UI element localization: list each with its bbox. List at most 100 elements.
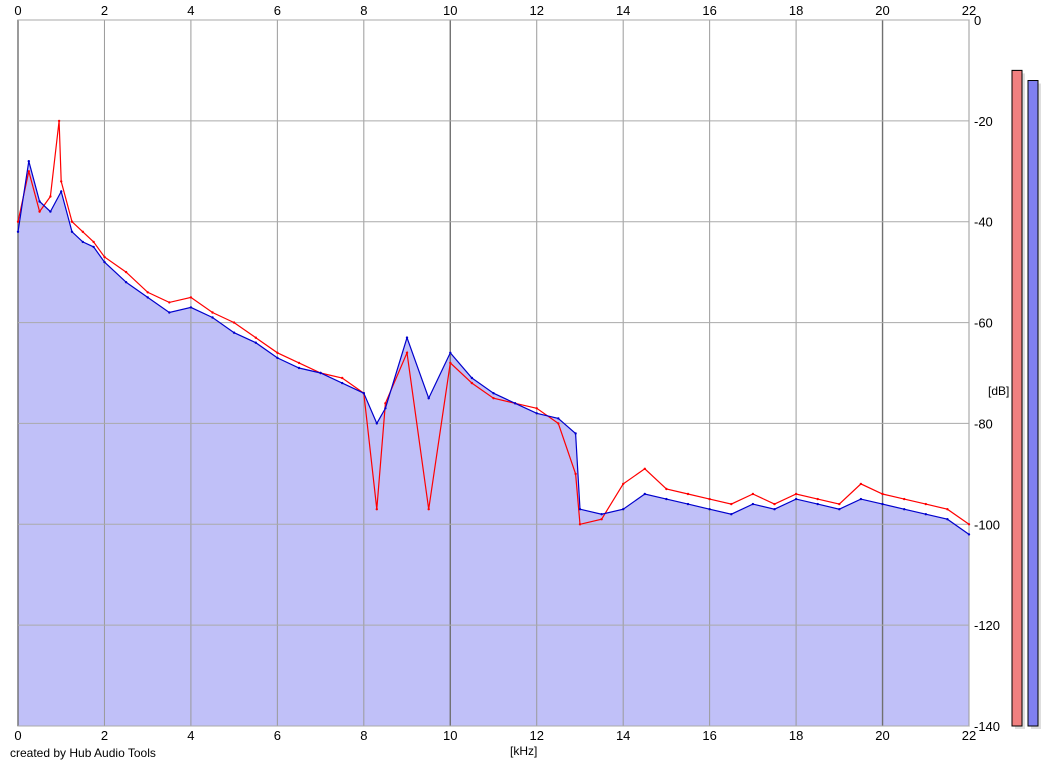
series-line-left bbox=[17, 120, 970, 526]
data-point-left bbox=[38, 210, 41, 213]
credit-text: created by Hub Audio Tools bbox=[10, 746, 156, 760]
data-point-left bbox=[881, 492, 884, 496]
data-point-right bbox=[578, 508, 582, 511]
data-point-left bbox=[168, 301, 171, 304]
spectrum-fill bbox=[18, 161, 969, 726]
data-point-left bbox=[27, 170, 30, 173]
data-point-right bbox=[81, 240, 85, 244]
data-point-right bbox=[49, 210, 52, 213]
grid-lines bbox=[17, 19, 970, 727]
meter-left-bar bbox=[1011, 69, 1023, 727]
data-point-right bbox=[946, 518, 949, 521]
data-point-left bbox=[903, 497, 906, 501]
data-point-right bbox=[254, 341, 257, 344]
x-tick-label-bottom: 18 bbox=[789, 728, 803, 743]
data-point-left bbox=[405, 351, 409, 354]
data-point-left bbox=[708, 497, 711, 501]
x-axis-label: [kHz] bbox=[510, 744, 538, 758]
data-point-left bbox=[492, 397, 495, 400]
data-point-left bbox=[341, 376, 344, 380]
x-tick-label-top: 12 bbox=[529, 3, 543, 18]
data-point-right bbox=[686, 502, 690, 506]
y-tick-label: -20 bbox=[974, 114, 993, 129]
series-lines bbox=[16, 119, 971, 536]
data-point-right bbox=[103, 260, 106, 264]
data-point-left bbox=[70, 220, 74, 223]
spectrum-area bbox=[18, 161, 969, 726]
data-point-right bbox=[297, 366, 301, 370]
x-tick-label-bottom: 22 bbox=[962, 728, 976, 743]
data-point-left bbox=[665, 487, 668, 491]
data-point-right bbox=[773, 508, 776, 511]
data-point-left bbox=[427, 508, 430, 511]
y-tick-label: -120 bbox=[974, 618, 1000, 633]
data-point-right bbox=[211, 316, 214, 319]
data-point-right bbox=[513, 402, 517, 405]
x-tick-label-bottom: 2 bbox=[101, 728, 108, 743]
data-point-right bbox=[92, 245, 95, 249]
x-tick-label-top: 22 bbox=[962, 3, 976, 18]
x-tick-label-top: 16 bbox=[702, 3, 716, 18]
y-tick-label: -80 bbox=[974, 416, 993, 431]
data-point-left bbox=[232, 321, 236, 324]
data-point-right bbox=[492, 392, 495, 395]
data-point-right bbox=[622, 508, 625, 511]
data-point-left bbox=[643, 467, 646, 470]
data-point-left bbox=[751, 492, 755, 496]
data-point-right bbox=[903, 508, 906, 511]
data-point-right bbox=[643, 492, 646, 496]
data-point-right bbox=[384, 407, 387, 410]
data-point-left bbox=[773, 502, 776, 506]
data-point-left bbox=[838, 502, 841, 506]
data-point-right bbox=[967, 533, 971, 536]
data-point-left bbox=[124, 270, 128, 274]
data-point-right bbox=[794, 497, 798, 501]
x-tick-label-bottom: 20 bbox=[875, 728, 889, 743]
data-point-right bbox=[124, 281, 128, 284]
x-tick-label-bottom: 16 bbox=[702, 728, 716, 743]
data-point-right bbox=[232, 331, 236, 334]
data-point-left bbox=[859, 482, 863, 486]
y-tick-label: -40 bbox=[974, 215, 993, 230]
x-tick-label-top: 2 bbox=[101, 3, 108, 18]
data-point-left bbox=[92, 240, 95, 244]
data-point-right bbox=[665, 497, 668, 501]
data-point-left bbox=[946, 508, 949, 511]
data-point-left bbox=[449, 361, 452, 365]
data-point-left bbox=[730, 502, 733, 506]
data-point-right bbox=[708, 508, 711, 511]
data-point-right bbox=[751, 502, 755, 506]
data-point-left bbox=[211, 311, 214, 314]
x-tick-label-top: 8 bbox=[360, 3, 367, 18]
data-point-left bbox=[622, 482, 625, 486]
data-point-left bbox=[60, 180, 63, 183]
data-point-right bbox=[600, 513, 603, 516]
x-tick-label-top: 10 bbox=[443, 3, 457, 18]
data-point-left bbox=[686, 492, 690, 496]
data-point-right bbox=[859, 497, 863, 501]
data-point-right bbox=[70, 230, 74, 233]
data-point-right bbox=[341, 381, 344, 385]
x-tick-label-bottom: 6 bbox=[274, 728, 281, 743]
data-point-left bbox=[57, 119, 61, 123]
data-point-right bbox=[881, 502, 884, 506]
data-point-left bbox=[578, 523, 582, 526]
data-point-left bbox=[81, 230, 85, 233]
data-point-left bbox=[276, 351, 279, 354]
data-point-left bbox=[254, 336, 257, 339]
data-point-right bbox=[405, 336, 409, 339]
x-tick-label-top: 14 bbox=[616, 3, 630, 18]
data-point-left bbox=[384, 402, 387, 405]
y-axis-label: [dB] bbox=[988, 384, 1010, 398]
data-point-left bbox=[470, 381, 474, 385]
data-point-right bbox=[168, 311, 171, 314]
data-point-right bbox=[276, 356, 279, 360]
data-point-right bbox=[375, 422, 378, 425]
data-point-left bbox=[794, 492, 798, 496]
data-point-right bbox=[574, 432, 577, 435]
x-tick-label-top: 4 bbox=[187, 3, 194, 18]
data-point-left bbox=[49, 195, 52, 198]
x-tick-label-top: 18 bbox=[789, 3, 803, 18]
x-tick-label-bottom: 8 bbox=[360, 728, 367, 743]
